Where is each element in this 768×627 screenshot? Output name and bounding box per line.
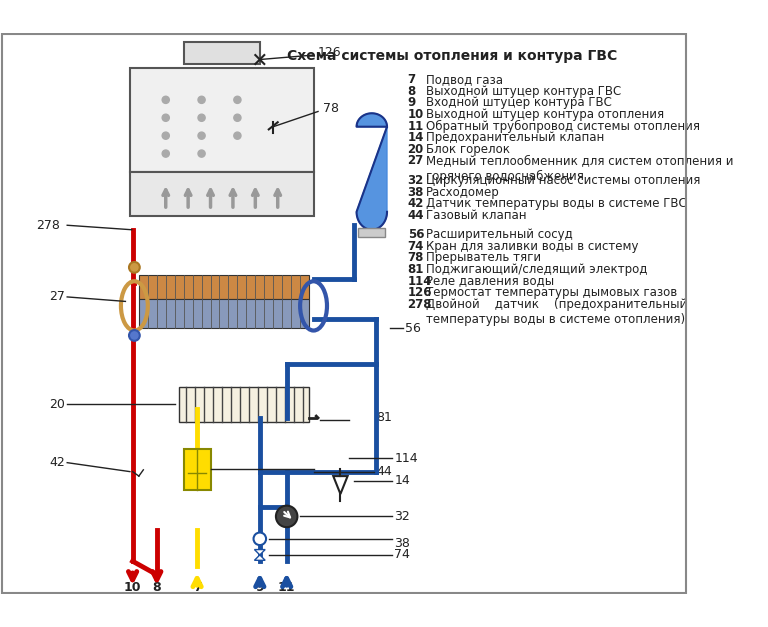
Text: 9: 9 [256,581,264,594]
Text: 32: 32 [408,174,424,187]
Text: 27: 27 [408,154,424,167]
Circle shape [162,132,169,139]
Text: Термостат температуры дымовых газов: Термостат температуры дымовых газов [425,286,677,299]
Text: 20: 20 [49,398,65,411]
Text: 278: 278 [36,219,60,232]
Circle shape [198,132,205,139]
Text: 126: 126 [318,46,342,59]
Circle shape [253,532,266,545]
Circle shape [129,262,140,273]
Bar [130,172,313,216]
Circle shape [276,505,297,527]
Text: 14: 14 [408,131,424,144]
Text: Прерыватель тяги: Прерыватель тяги [425,251,541,264]
Text: 32: 32 [394,510,410,523]
Bar [179,386,309,423]
Polygon shape [254,555,265,561]
Text: 56: 56 [408,228,424,241]
Text: Входной штуцер контура ГВС: Входной штуцер контура ГВС [425,97,611,109]
Text: Расширительный сосуд: Расширительный сосуд [425,228,572,241]
Text: Блок горелок: Блок горелок [425,143,509,156]
Bar [139,275,309,298]
Text: Кран для заливки воды в систему: Кран для заливки воды в систему [425,240,638,253]
Text: 11: 11 [408,120,424,132]
Text: 44: 44 [376,465,392,478]
Text: Реле давления воды: Реле давления воды [425,275,554,288]
Text: 9: 9 [408,97,415,109]
Text: 78: 78 [408,251,424,264]
Text: Выходной штуцер контура отопления: Выходной штуцер контура отопления [425,108,664,121]
Text: 20: 20 [408,143,424,156]
Text: 8: 8 [408,85,415,98]
Text: 38: 38 [408,186,424,199]
Bar [184,41,260,64]
Text: 81: 81 [376,411,392,424]
Circle shape [198,114,205,122]
Circle shape [129,330,140,341]
Circle shape [233,114,241,122]
Text: 8: 8 [153,581,161,594]
Text: 74: 74 [394,549,410,561]
Text: Обратный трубопровод системы отопления: Обратный трубопровод системы отопления [425,120,700,133]
Text: 56: 56 [405,322,421,335]
Text: 114: 114 [408,275,432,288]
Circle shape [198,97,205,103]
Text: 78: 78 [323,102,339,115]
Polygon shape [356,113,387,229]
Text: Поджигающий/следящий электрод: Поджигающий/следящий электрод [425,263,647,276]
Text: 27: 27 [49,290,65,303]
Polygon shape [333,476,348,494]
Text: Циркуляционный насос системы отопления: Циркуляционный насос системы отопления [425,174,700,187]
Text: Двойной    датчик    (предохранительный
температуры воды в системе отопления): Двойной датчик (предохранительный темпер… [425,298,687,326]
Text: Расходомер: Расходомер [425,186,499,199]
Text: 7: 7 [408,73,415,86]
Circle shape [162,114,169,122]
Text: Медный теплообменник для систем отопления и
горячего водоснабжения: Медный теплообменник для систем отоплени… [425,154,733,182]
Text: 10: 10 [124,581,141,594]
Text: 74: 74 [408,240,424,253]
Text: 114: 114 [394,451,418,465]
Circle shape [162,150,169,157]
Text: 81: 81 [408,263,424,276]
Text: 7: 7 [193,581,201,594]
Text: 42: 42 [408,198,424,211]
Bar [130,68,313,172]
Circle shape [233,132,241,139]
Text: 10: 10 [408,108,424,121]
Text: 278: 278 [408,298,432,311]
Text: 126: 126 [408,286,432,299]
Text: Газовый клапан: Газовый клапан [425,209,526,222]
Text: 38: 38 [394,537,410,550]
Polygon shape [254,549,265,555]
Circle shape [198,150,205,157]
Bar [359,228,386,237]
Text: 14: 14 [394,474,410,487]
Text: Предохранительный клапан: Предохранительный клапан [425,131,604,144]
Text: Датчик температуры воды в системе ГВС: Датчик температуры воды в системе ГВС [425,198,687,211]
Circle shape [162,97,169,103]
Text: 11: 11 [278,581,296,594]
Bar [184,449,210,490]
Bar [139,298,309,329]
Text: Выходной штуцер контура ГВС: Выходной штуцер контура ГВС [425,85,621,98]
Text: 44: 44 [408,209,424,222]
Text: Подвод газа: Подвод газа [425,73,502,86]
Text: Схема системы отопления и контура ГВС: Схема системы отопления и контура ГВС [287,49,617,63]
Circle shape [233,97,241,103]
Text: 42: 42 [49,456,65,469]
